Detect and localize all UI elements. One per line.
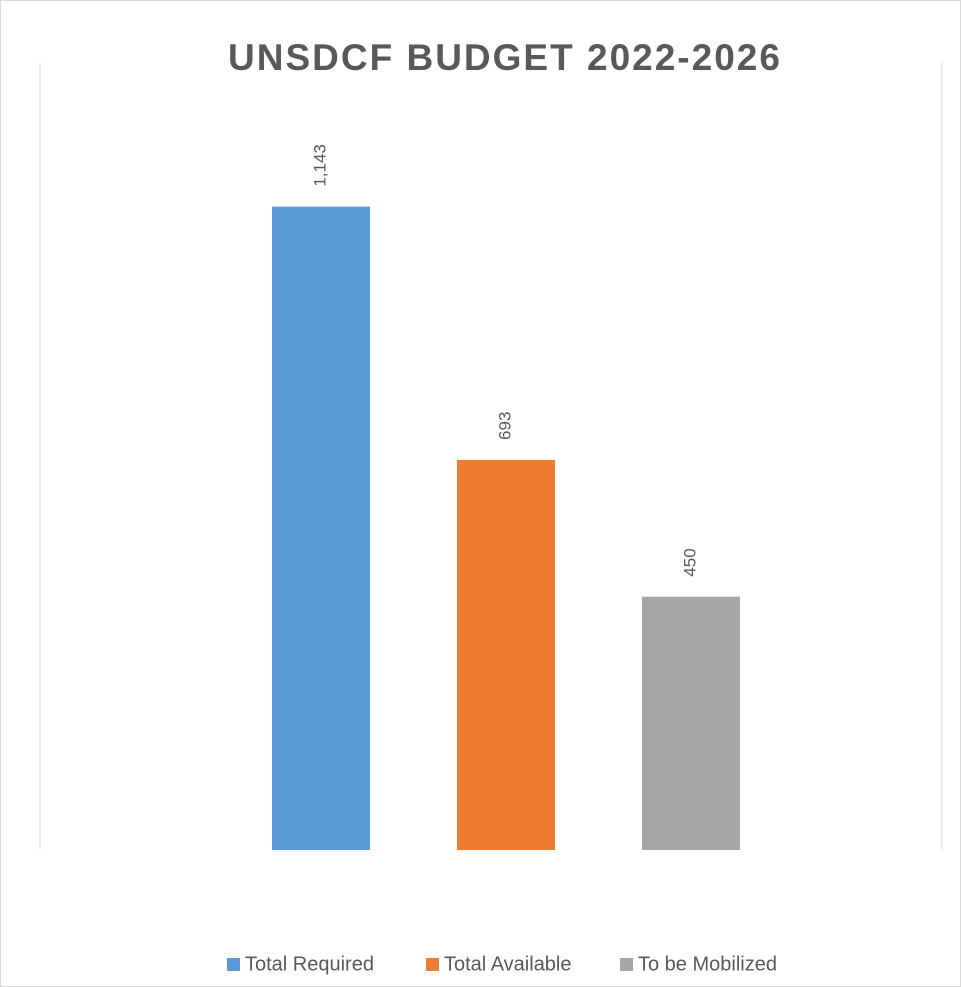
bar xyxy=(457,459,555,850)
bar xyxy=(642,596,740,850)
data-label: 1,143 xyxy=(310,144,329,187)
legend-swatch xyxy=(426,958,439,971)
chart-title: UNSDCF BUDGET 2022-2026 xyxy=(228,37,782,78)
data-label: 693 xyxy=(495,412,514,440)
legend-label: Total Available xyxy=(444,953,572,975)
legend-swatch xyxy=(620,958,633,971)
bar xyxy=(272,206,370,850)
data-label: 450 xyxy=(680,548,699,576)
legend-label: Total Required xyxy=(245,953,374,975)
legend-swatch xyxy=(227,958,240,971)
legend-label: To be Mobilized xyxy=(638,953,777,975)
